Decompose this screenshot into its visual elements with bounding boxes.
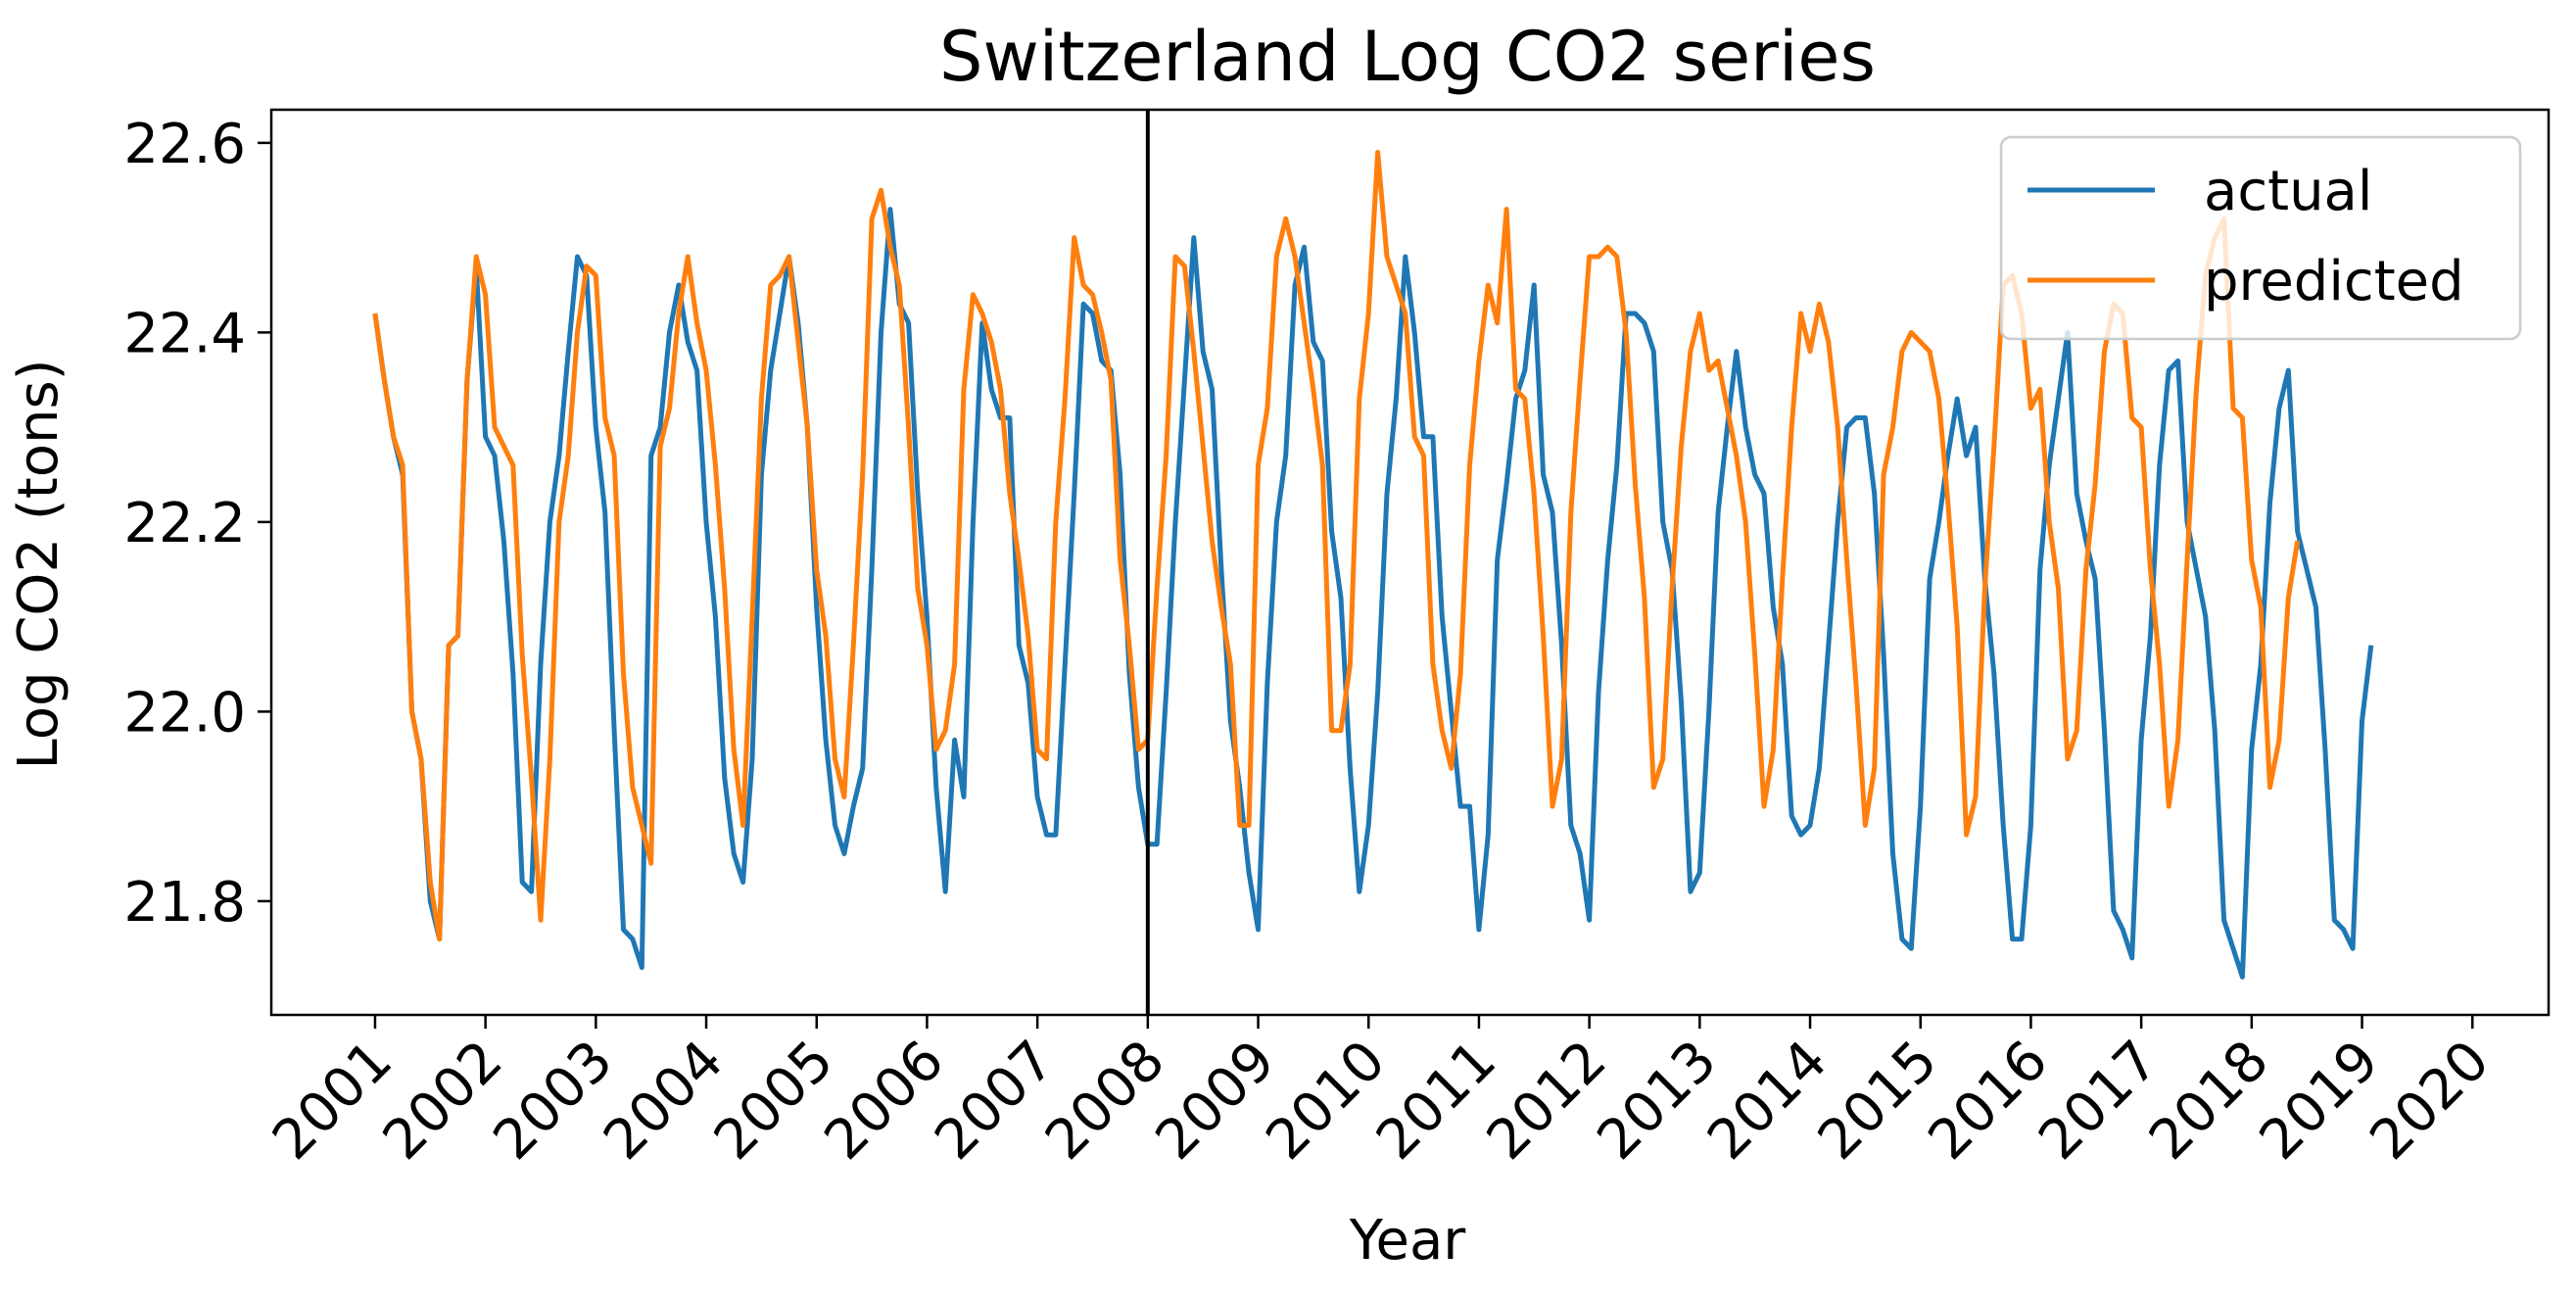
y-tick-label: 22.6: [123, 113, 246, 176]
legend-label-actual: actual: [2204, 160, 2372, 223]
y-tick-label: 21.8: [123, 871, 246, 935]
plot-area: [269, 108, 2551, 1017]
y-tick-label: 22.2: [123, 492, 246, 555]
x-axis-label: Year: [1349, 1209, 1467, 1273]
y-axis-ticks: 21.8 22.0 22.2 22.4 22.6: [123, 113, 271, 935]
plot-frame: [269, 108, 2551, 1017]
chart-title: Switzerland Log CO2 series: [939, 17, 1876, 97]
y-tick-label: 22.0: [123, 681, 246, 745]
series-line-actual: [372, 207, 2374, 980]
y-axis-label: Log CO2 (tons): [7, 359, 71, 769]
legend-label-predicted: predicted: [2204, 250, 2464, 313]
legend: actual predicted: [1999, 135, 2522, 341]
series-layer: [372, 150, 2374, 980]
series-line-predicted: [372, 150, 2301, 942]
y-tick-label: 22.4: [123, 302, 246, 365]
